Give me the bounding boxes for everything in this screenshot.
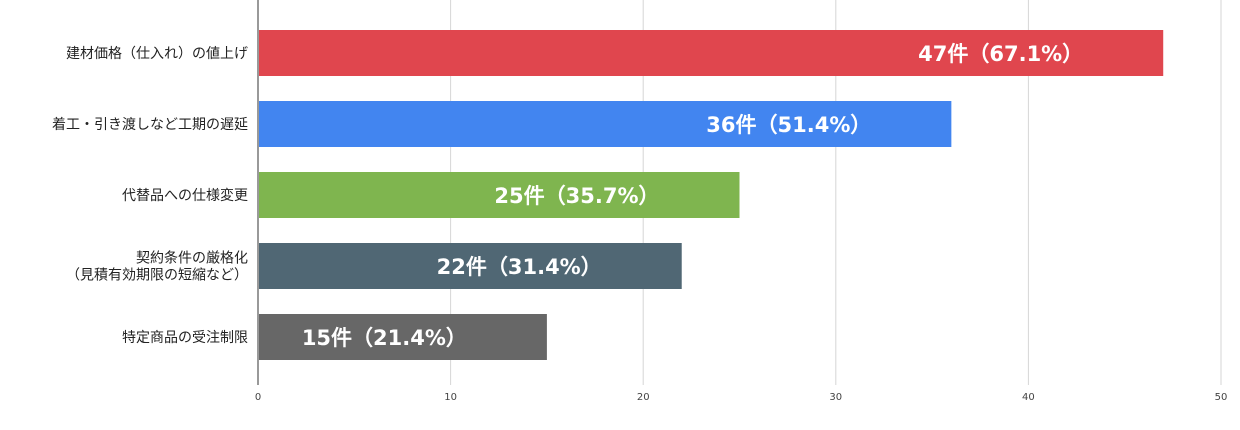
data-label: 25件（35.7%） — [494, 184, 659, 208]
category-label: 着工・引き渡しなど工期の遅延 — [52, 117, 248, 133]
category-label: 特定商品の受注制限 — [122, 330, 248, 346]
category-label: （見積有効期限の短縮など） — [66, 268, 248, 284]
data-label: 36件（51.4%） — [706, 113, 871, 137]
bar — [259, 243, 682, 289]
bar — [259, 30, 1164, 76]
bar — [259, 314, 547, 360]
x-tick-label: 30 — [829, 392, 842, 403]
x-tick-label: 50 — [1215, 392, 1228, 403]
data-label: 47件（67.1%） — [918, 42, 1083, 66]
data-label: 22件（31.4%） — [437, 255, 602, 279]
x-tick-label: 40 — [1022, 392, 1035, 403]
category-label: 建材価格（仕入れ）の値上げ — [66, 46, 248, 62]
data-label: 15件（21.4%） — [302, 326, 467, 350]
category-label: 代替品への仕様変更 — [122, 187, 248, 204]
x-tick-label: 20 — [637, 392, 650, 403]
bar — [259, 172, 740, 218]
bar — [259, 101, 952, 147]
x-tick-label: 0 — [255, 392, 261, 403]
category-label: 契約条件の厳格化 — [136, 250, 248, 267]
x-tick-label: 10 — [444, 392, 457, 403]
